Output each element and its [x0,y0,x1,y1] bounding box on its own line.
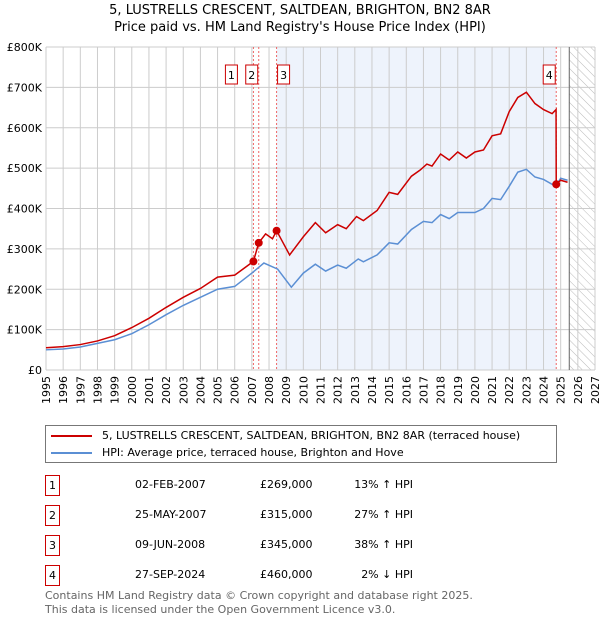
x-tick-label: 2024 [538,376,551,404]
sale-price: £315,000 [260,508,313,521]
x-tick-label: 2003 [177,376,190,404]
x-tick-label: 2015 [383,376,396,404]
x-tick-label: 1996 [57,376,70,404]
sale-label-box [245,64,259,85]
x-tick-label: 2023 [520,376,533,404]
price-chart: 1995 1996 1997 1998 1999 2000 2001 2002 2003 2004… [7,41,600,404]
x-tick-label: 2002 [160,376,173,404]
legend-swatch-blue [51,451,92,454]
legend-label: 5, LUSTRELLS CRESCENT, SALTDEAN, BRIGHTO… [102,429,521,442]
sale-label: 3 [280,69,287,82]
sale-price: £460,000 [260,568,313,581]
sale-date: 27-SEP-2024 [135,568,206,581]
x-tick-label: 2016 [400,376,413,404]
sale-point [552,180,561,189]
x-tick-label: 2008 [263,376,276,404]
sale-number: 4 [45,565,60,586]
property-price-line [45,91,568,349]
x-tick-label: 1995 [40,376,53,404]
x-tick-label: 2020 [469,376,482,404]
legend-item-property: 5, LUSTRELLS CRESCENT, SALTDEAN, BRIGHTO… [46,427,520,444]
legend-label: HPI: Average price, terraced house, Brig… [102,446,404,459]
x-tick-label: 2004 [194,376,207,404]
y-tick-label: £400K [7,203,43,216]
x-tick-label: 2001 [143,376,156,404]
y-tick-label: £200K [7,283,43,296]
hpi-line [45,168,568,351]
x-tick-label: 2010 [297,376,310,404]
sale-point [272,226,281,235]
y-tick-label: £100K [7,324,43,337]
sale-date: 09-JUN-2008 [135,538,206,551]
x-tick-label: 2025 [555,376,568,404]
x-tick-label: 2012 [332,376,345,404]
x-tick-label: 2022 [503,376,516,404]
y-tick-label: £0 [28,364,42,377]
legend-item-hpi: HPI: Average price, terraced house, Brig… [46,444,404,461]
footer-line-1: Contains HM Land Registry data © Crown c… [45,589,473,602]
x-tick-label: 2000 [126,376,139,404]
sale-hpi-diff: 13% ↑ HPI [354,478,413,491]
x-tick-label: 2011 [315,376,328,404]
x-tick-label: 2017 [417,376,430,404]
x-tick-label: 2009 [280,376,293,404]
sale-label-box [277,64,291,85]
sale-point [254,238,263,247]
sale-label-box [542,64,556,85]
x-tick-label: 2027 [589,376,600,404]
legend: 5, LUSTRELLS CRESCENT, SALTDEAN, BRIGHTO… [45,425,557,463]
x-tick-label: 2013 [349,376,362,404]
sale-date: 02-FEB-2007 [135,478,206,491]
sale-label: 2 [248,69,255,82]
sale-point [249,257,258,266]
y-tick-label: £300K [7,243,43,256]
x-tick-label: 2005 [212,376,225,404]
footer-line-2: This data is licensed under the Open Gov… [45,603,396,616]
chart-subtitle: Price paid vs. HM Land Registry's House … [114,20,486,35]
x-tick-label: 2026 [572,376,585,404]
sale-price: £345,000 [260,538,313,551]
sale-price: £269,000 [260,478,313,491]
x-tick-label: 2018 [435,376,448,404]
sale-label-box [224,64,238,85]
x-tick-label: 2006 [229,376,242,404]
sale-hpi-diff: 2% ↓ HPI [361,568,413,581]
x-tick-label: 2021 [486,376,499,404]
legend-swatch-red [51,434,92,437]
sale-date: 25-MAY-2007 [135,508,207,521]
x-tick-label: 2019 [452,376,465,404]
x-tick-label: 1999 [109,376,122,404]
sale-hpi-diff: 27% ↑ HPI [354,508,413,521]
sale-hpi-diff: 38% ↑ HPI [354,538,413,551]
sale-number: 1 [45,475,60,496]
y-tick-label: £600K [7,122,43,135]
chart-title: 5, LUSTRELLS CRESCENT, SALTDEAN, BRIGHTO… [109,3,491,18]
sale-label: 1 [228,69,235,82]
sale-label: 4 [546,69,553,82]
y-tick-label: £700K [7,81,43,94]
x-tick-label: 1998 [91,376,104,404]
x-tick-label: 1997 [74,376,87,404]
y-tick-label: £500K [7,162,43,175]
x-tick-label: 2014 [366,376,379,404]
x-tick-label: 2007 [246,376,259,404]
sale-number: 2 [45,505,60,526]
sale-number: 3 [45,535,60,556]
y-tick-label: £800K [7,41,43,54]
